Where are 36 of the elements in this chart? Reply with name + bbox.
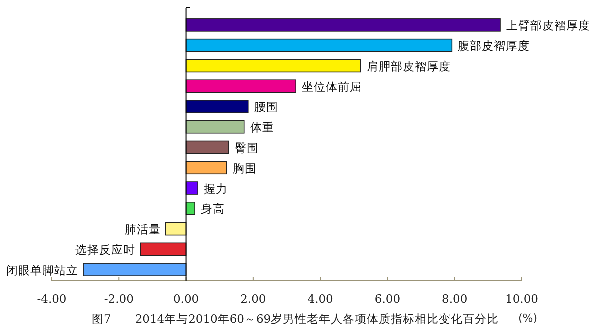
bar xyxy=(140,242,187,256)
x-tick-label: 4.00 xyxy=(308,292,334,306)
y-tick-label: 腰围 xyxy=(254,100,278,114)
y-tick-label: 肺活量 xyxy=(124,222,161,237)
x-tick-label: 8.00 xyxy=(442,292,468,306)
y-tick-label: 臀围 xyxy=(234,141,259,155)
bar xyxy=(186,202,196,216)
bar xyxy=(186,120,245,134)
y-tick-label: 上臂部皮褶厚度 xyxy=(506,18,591,33)
y-tick-label: 胸围 xyxy=(232,161,257,176)
y-tick-label: 身高 xyxy=(201,202,226,216)
text: 图7 2014年与2010年60～69岁男性老年人各项体质指标相比变化百分比 xyxy=(92,312,500,326)
bar xyxy=(186,38,453,52)
bar xyxy=(165,222,187,236)
bar xyxy=(186,161,228,175)
x-tick-label: 6.00 xyxy=(374,292,401,306)
x-axis-title: (%) xyxy=(518,312,538,325)
x-tick-label: 10.00 xyxy=(506,292,538,306)
y-tick-label: 体重 xyxy=(250,120,274,135)
x-tick-label: -2.00 xyxy=(104,292,134,306)
y-tick-label: 坐位体前屈 xyxy=(302,80,362,94)
bar xyxy=(186,59,362,73)
bar xyxy=(186,140,230,154)
y-tick-label: 闭眼单脚站立 xyxy=(6,263,79,278)
bar xyxy=(186,100,249,114)
bar xyxy=(186,182,198,195)
y-tick-label: 选择反应时 xyxy=(76,242,136,257)
y-tick-label: 肩胛部皮褶厚度 xyxy=(366,59,451,74)
bar xyxy=(186,80,296,93)
bar xyxy=(186,18,501,32)
y-tick-label: 握力 xyxy=(204,182,228,196)
bar xyxy=(83,263,187,276)
x-tick-label: 2.00 xyxy=(240,292,266,306)
x-tick-label: 0.00 xyxy=(173,292,200,306)
x-tick-label: -4.00 xyxy=(37,292,67,306)
y-tick-label: 腹部皮褶厚度 xyxy=(458,39,530,54)
